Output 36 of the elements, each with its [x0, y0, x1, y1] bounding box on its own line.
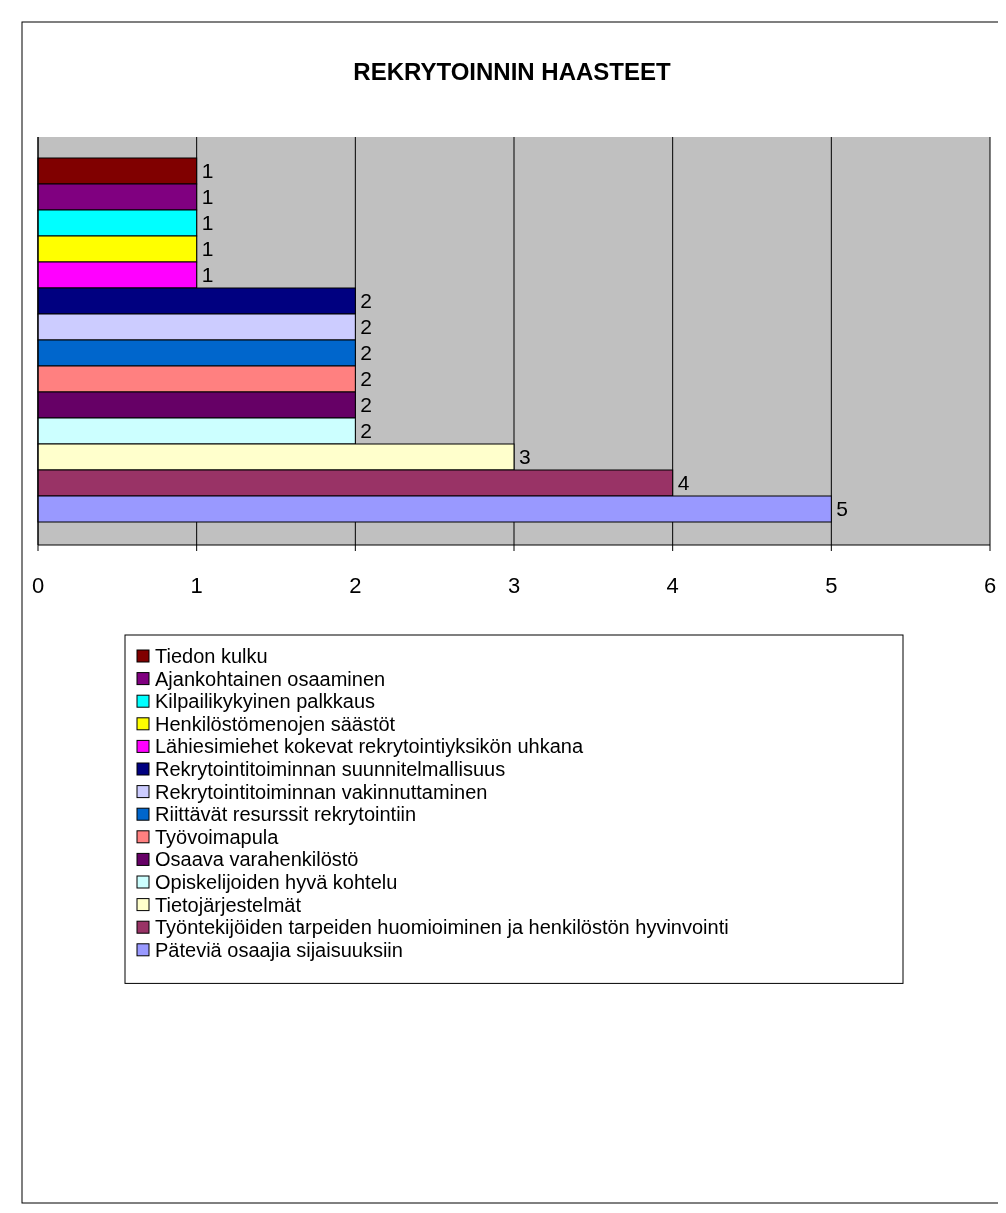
x-tick-label: 4 [666, 573, 679, 598]
data-label: 4 [677, 471, 690, 494]
data-label: 1 [201, 237, 214, 260]
legend-label: Kilpailikykyinen palkkaus [155, 690, 376, 713]
legend-label: Riittävät resurssit rekrytointiin [155, 803, 417, 826]
data-label: 2 [360, 289, 373, 312]
data-label: 2 [360, 341, 373, 364]
legend-label: Rekrytointitoiminnan suunnitelmallisuus [155, 758, 506, 780]
x-tick-label: 2 [349, 573, 362, 598]
legend-label: Työvoimapula [155, 825, 280, 848]
x-tick-label: 5 [825, 573, 838, 598]
data-label: 2 [360, 393, 373, 416]
x-tick-label: 3 [507, 573, 521, 598]
data-label: 1 [201, 185, 214, 208]
data-label: 2 [360, 419, 373, 442]
data-label: 2 [360, 315, 373, 338]
legend-label: Rekrytointitoiminnan vakinnuttaminen [155, 780, 488, 803]
legend-label: Ajankohtainen osaaminen [155, 667, 386, 690]
data-label: 1 [201, 211, 214, 234]
x-tick-label: 1 [190, 573, 203, 598]
legend-label: Työntekijöiden tarpeiden huomioiminen ja henkilöstön hyvinvointi [155, 916, 729, 939]
x-tick-label: 0 [31, 573, 45, 598]
legend-label: Osaava varahenkilöstö [155, 848, 359, 871]
legend-label: Henkilöstömenojen säästöt [155, 712, 396, 735]
data-label: 5 [836, 497, 849, 520]
legend-label: Tietojärjestelmät [155, 893, 302, 916]
legend-label: Päteviä osaajia sijaisuuksiin [155, 938, 403, 961]
data-label: 1 [201, 263, 214, 286]
data-label: 2 [360, 367, 373, 390]
legend-label: Opiskelijoiden hyvä kohtelu [155, 871, 398, 893]
x-tick-label: 6 [983, 573, 997, 598]
chart-title: REKRYTOINNIN HAASTEET [353, 58, 672, 85]
legend-label: Tiedon kulku [155, 645, 268, 667]
legend-label: Lähiesimiehet kokevat rekrytointiyksikön uhkana [155, 735, 584, 758]
data-label: 3 [519, 445, 531, 468]
data-label: 1 [201, 159, 214, 182]
